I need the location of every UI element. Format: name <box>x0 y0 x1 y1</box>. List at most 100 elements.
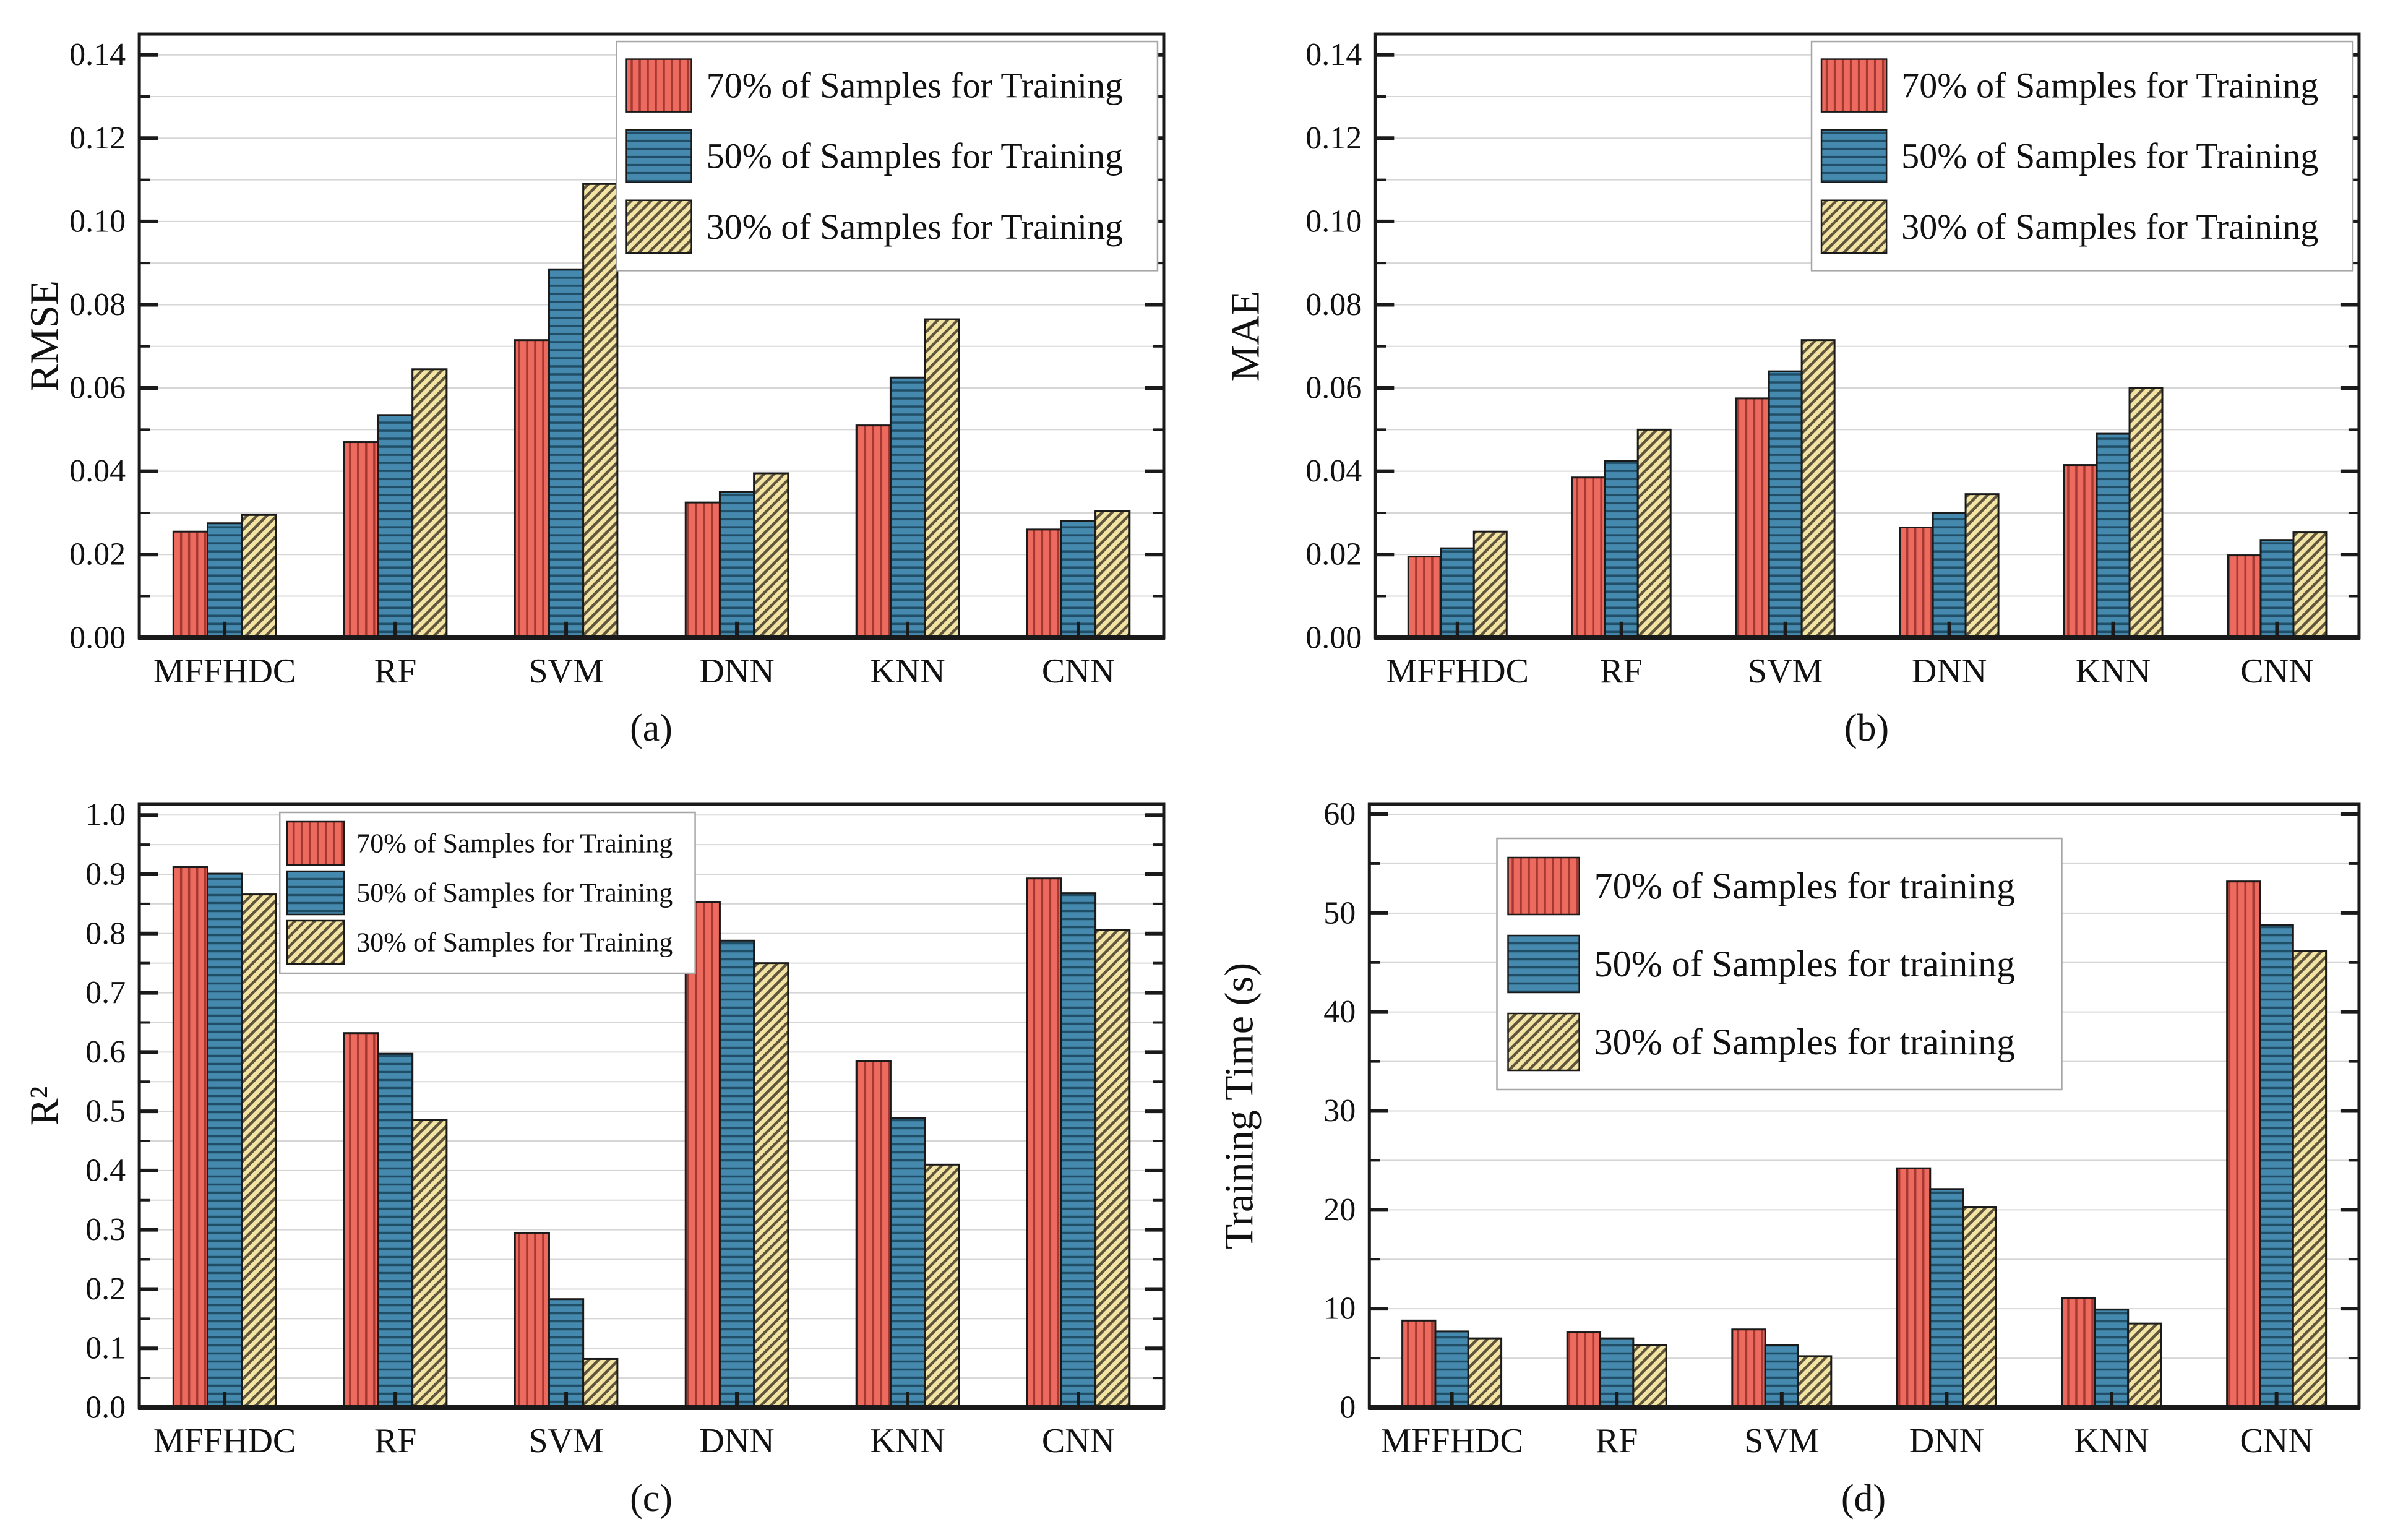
x-category-label: RF <box>1596 1422 1638 1460</box>
bar-series <box>1401 880 2328 1409</box>
x-category-label: SVM <box>528 1422 603 1460</box>
x-category-label: RF <box>1600 652 1643 690</box>
x-category-label: CNN <box>1042 652 1115 690</box>
x-axis-ticks <box>223 1392 1080 1408</box>
caption-a: (a) <box>630 707 673 749</box>
bar-b-SVM-70pct <box>1735 397 1770 639</box>
legend-box <box>1810 40 2354 272</box>
bar-c-RF-30pct <box>411 1119 448 1409</box>
caption-b: (b) <box>1844 707 1889 749</box>
y-tick-label: 0.10 <box>1305 204 1362 239</box>
y-tick-label: 10 <box>1323 1291 1356 1327</box>
bar-d-CNN-30pct <box>2292 950 2328 1409</box>
legend-label-50pct: 50% of Samples for Training <box>356 878 673 908</box>
bar-c-CNN-70pct <box>1026 877 1062 1409</box>
x-category-label: KNN <box>870 652 945 690</box>
bar-a-CNN-50pct <box>1060 520 1097 639</box>
y-tick-label: 1.0 <box>85 798 126 833</box>
bar-b-CNN-50pct <box>2259 539 2295 639</box>
panel-mae: 0.00 0.02 0.04 0.06 0.08 0.10 0.12 0.14 MFFHDC RF… <box>1195 0 2390 770</box>
training-time-bar-chart: 0 10 20 30 40 50 60 MFFHDC RF SVM DNN KNN CNN Trainin… <box>1217 796 2361 1460</box>
legend-swatch-50pct <box>1507 934 1580 994</box>
bar-a-MFFHDC-50pct <box>207 522 243 639</box>
y-axis-label: R² <box>22 1086 67 1126</box>
x-axis-labels: MFFHDC RF SVM DNN KNN CNN <box>153 652 1115 690</box>
bar-a-MFFHDC-70pct <box>172 530 209 639</box>
bar-c-MFFHDC-30pct <box>241 893 277 1409</box>
bar-b-MFFHDC-70pct <box>1407 556 1442 639</box>
bar-c-SVM-70pct <box>514 1231 550 1409</box>
y-tick-label: 0 <box>1339 1390 1356 1426</box>
bar-a-DNN-70pct <box>684 501 721 639</box>
x-axis-ticks <box>1450 1392 2279 1408</box>
y-tick-label: 50 <box>1323 895 1356 931</box>
legend-swatch-50pct <box>625 129 692 183</box>
legend-swatch-30pct <box>625 199 692 254</box>
bar-d-SVM-30pct <box>1797 1355 1833 1409</box>
y-tick-label: 0.02 <box>69 537 126 572</box>
bar-c-SVM-50pct <box>548 1298 585 1409</box>
bar-c-RF-70pct <box>343 1032 379 1409</box>
bar-c-DNN-50pct <box>718 939 755 1409</box>
y-tick-label: 0.3 <box>85 1212 126 1247</box>
y-tick-label: 0.04 <box>1305 454 1362 489</box>
x-category-label: KNN <box>2076 652 2151 690</box>
x-category-label: DNN <box>1912 652 1987 690</box>
bar-a-KNN-50pct <box>889 376 926 639</box>
x-axis-ticks <box>223 621 1080 638</box>
x-category-label: KNN <box>2074 1422 2149 1460</box>
y-tick-label: 0.08 <box>1305 287 1362 322</box>
bar-a-SVM-70pct <box>514 339 550 639</box>
legend-swatch-30pct <box>1507 1012 1580 1072</box>
legend-swatch-30pct <box>1820 199 1888 254</box>
bar-c-MFFHDC-70pct <box>172 866 209 1409</box>
y-tick-label: 0.5 <box>85 1094 126 1129</box>
y-axis-ticks: 0.0 0.1 0.2 0.3 0.4 0.5 0.6 0.7 0.8 0.9 1.0 <box>85 798 1164 1426</box>
bar-c-DNN-70pct <box>684 901 721 1409</box>
legend-label-30pct: 30% of Samples for Training <box>707 207 1124 247</box>
x-category-label: MFFHDC <box>1386 652 1529 690</box>
y-tick-label: 0.10 <box>69 204 126 239</box>
legend-swatch-50pct <box>1820 129 1888 183</box>
legend-label-30pct: 30% of Samples for Training <box>1901 207 2318 247</box>
x-category-label: CNN <box>1042 1422 1115 1460</box>
y-axis-label: MAE <box>1223 291 1268 382</box>
x-category-label: DNN <box>1909 1422 1984 1460</box>
legend-box <box>1496 837 2063 1091</box>
caption-d: (d) <box>1841 1478 1886 1520</box>
bar-b-KNN-30pct <box>2128 387 2164 639</box>
bar-b-KNN-50pct <box>2096 432 2131 639</box>
legend-swatch-50pct <box>286 870 345 916</box>
bar-c-CNN-30pct <box>1094 929 1131 1409</box>
x-axis-labels: MFFHDC RF SVM DNN KNN CNN <box>1386 652 2314 690</box>
bar-d-DNN-70pct <box>1896 1167 1932 1409</box>
x-category-label: SVM <box>1748 652 1823 690</box>
x-category-label: MFFHDC <box>1380 1422 1523 1460</box>
x-category-label: SVM <box>1744 1422 1819 1460</box>
bar-c-KNN-70pct <box>855 1060 892 1409</box>
legend-swatch-70pct <box>625 58 692 113</box>
y-tick-label: 0.14 <box>1305 37 1362 72</box>
panel-rmse: 0.00 0.02 0.04 0.06 0.08 0.10 0.12 0.14 MFFHDC RF… <box>0 0 1195 770</box>
bar-c-KNN-50pct <box>889 1117 926 1409</box>
legend-label-30pct: 30% of Samples for training <box>1594 1022 2015 1062</box>
bar-c-DNN-30pct <box>753 962 789 1409</box>
x-axis-ticks <box>1455 621 2279 638</box>
y-tick-label: 0.04 <box>69 454 126 489</box>
y-tick-label: 0.08 <box>69 287 126 322</box>
bar-a-SVM-30pct <box>582 183 619 639</box>
bar-c-KNN-30pct <box>924 1163 960 1409</box>
bar-a-RF-70pct <box>343 441 379 639</box>
x-category-label: KNN <box>870 1422 945 1460</box>
legend: 70% of Samples for Training 50% of Sample… <box>1810 40 2354 272</box>
y-tick-label: 0.0 <box>85 1390 126 1426</box>
y-axis-ticks: 0 10 20 30 40 50 60 <box>1323 796 2359 1425</box>
legend: 70% of Samples for Training 50% of Sample… <box>278 811 696 974</box>
legend-box <box>616 40 1159 272</box>
bar-b-CNN-30pct <box>2292 531 2328 639</box>
x-category-label: CNN <box>2240 1422 2313 1460</box>
x-category-label: RF <box>374 1422 417 1460</box>
x-category-label: MFFHDC <box>153 652 296 690</box>
bar-d-RF-70pct <box>1566 1331 1602 1409</box>
